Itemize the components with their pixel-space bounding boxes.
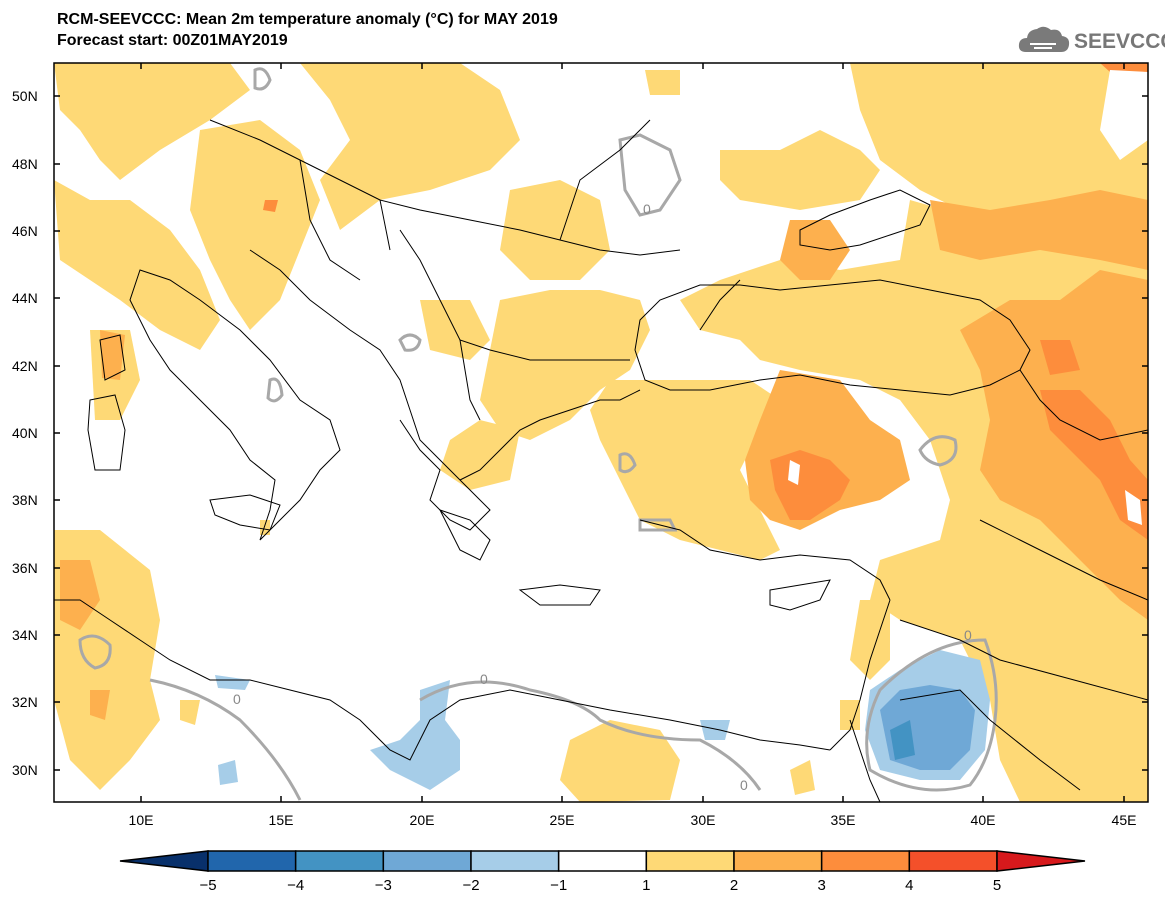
contour-label: 0 [964, 627, 972, 643]
turkey-south-coast [639, 519, 891, 601]
forecast-start-label: Forecast start: 00Z01MAY2019 [57, 32, 288, 49]
cloud-icon [1018, 26, 1070, 52]
longitude-labels: 10E 15E 20E 25E 30E 35E 40E 45E [129, 812, 1137, 828]
lat-label-32n: 32N [12, 694, 38, 710]
colorbar-tick-label: −2 [462, 877, 479, 894]
lat-label-48n: 48N [12, 156, 38, 172]
anomaly-field [54, 63, 1148, 802]
logo-text: SEEVCCC [1074, 30, 1165, 53]
colorbar-tick-label: −4 [287, 877, 304, 894]
lat-label-50n: 50N [12, 88, 38, 104]
colorbar-tick-label: 3 [817, 877, 825, 894]
lon-label-10e: 10E [129, 812, 154, 828]
lon-label-45e: 45E [1112, 812, 1137, 828]
africa-coast [54, 599, 831, 761]
lon-label-35e: 35E [831, 812, 856, 828]
lon-label-30e: 30E [691, 812, 716, 828]
colorbar-segment [820, 850, 911, 872]
latitude-labels: 50N 48N 46N 44N 42N 40N 38N 36N 34N 32N … [12, 88, 38, 778]
lon-label-20e: 20E [410, 812, 435, 828]
colorbar-max-triangle [996, 850, 1086, 872]
colorbar-tick-label: 2 [730, 877, 738, 894]
contour-label: 0 [740, 777, 748, 793]
crete-coast [518, 584, 601, 606]
zero-contours [78, 67, 998, 801]
lat-label-34n: 34N [12, 627, 38, 643]
colorbar-segment [645, 850, 735, 872]
colorbar-segment [294, 850, 385, 872]
colorbar-segment [382, 850, 472, 872]
lat-label-38n: 38N [12, 492, 38, 508]
lon-label-15e: 15E [269, 812, 294, 828]
colorbar-segment [470, 850, 560, 872]
colorbar-segment [557, 850, 648, 872]
sardinia-coast [87, 394, 126, 471]
cyprus-coast [769, 579, 831, 611]
greece-coast [459, 389, 641, 481]
map-title: RCM-SEEVCCC: Mean 2m temperature anomaly… [57, 11, 558, 28]
balkan-coast [249, 249, 491, 531]
colorbar-tick-label: −1 [550, 877, 567, 894]
colorbar-tick-label: 4 [905, 877, 913, 894]
lat-label-42n: 42N [12, 358, 38, 374]
italy-coast [129, 269, 341, 541]
sicily-coast [209, 494, 281, 531]
lat-label-36n: 36N [12, 560, 38, 576]
lat-label-46n: 46N [12, 223, 38, 239]
corsica-coast [99, 334, 126, 381]
lat-label-44n: 44N [12, 290, 38, 306]
contour-label: 0 [233, 691, 241, 707]
colorbar: −5 −4 −3 −2 −1 1 2 3 4 5 [119, 850, 1086, 894]
colorbar-segment [207, 850, 297, 872]
levant-coast [829, 599, 891, 751]
inland-borders [209, 119, 1148, 802]
peloponnese-coast [439, 509, 491, 561]
lat-label-30n: 30N [12, 762, 38, 778]
colorbar-segment [908, 850, 998, 872]
colorbar-tick-label: −3 [375, 877, 392, 894]
contour-label: 0 [480, 671, 488, 687]
colorbar-tick-label: 1 [642, 877, 650, 894]
lon-label-40e: 40E [971, 812, 996, 828]
contour-label: 0 [643, 201, 651, 217]
colorbar-tick-label: 5 [993, 877, 1001, 894]
colorbar-segment [733, 850, 823, 872]
crimea-coast [799, 189, 931, 251]
contour-labels: 0 0 0 0 0 [233, 201, 972, 793]
anomaly-white-holes [788, 70, 1148, 525]
colorbar-min-triangle [119, 850, 209, 872]
lon-label-25e: 25E [550, 812, 575, 828]
colorbar-tick-label: −5 [199, 877, 216, 894]
anomaly-minimum-area [890, 720, 915, 760]
anomaly-strong-negative-areas [880, 685, 975, 770]
coastlines-borders [54, 119, 1148, 802]
latitude-axis [54, 95, 1148, 771]
lat-label-40n: 40N [12, 425, 38, 441]
seevccc-logo: SEEVCCC [1016, 22, 1165, 58]
longitude-axis [140, 63, 1125, 802]
